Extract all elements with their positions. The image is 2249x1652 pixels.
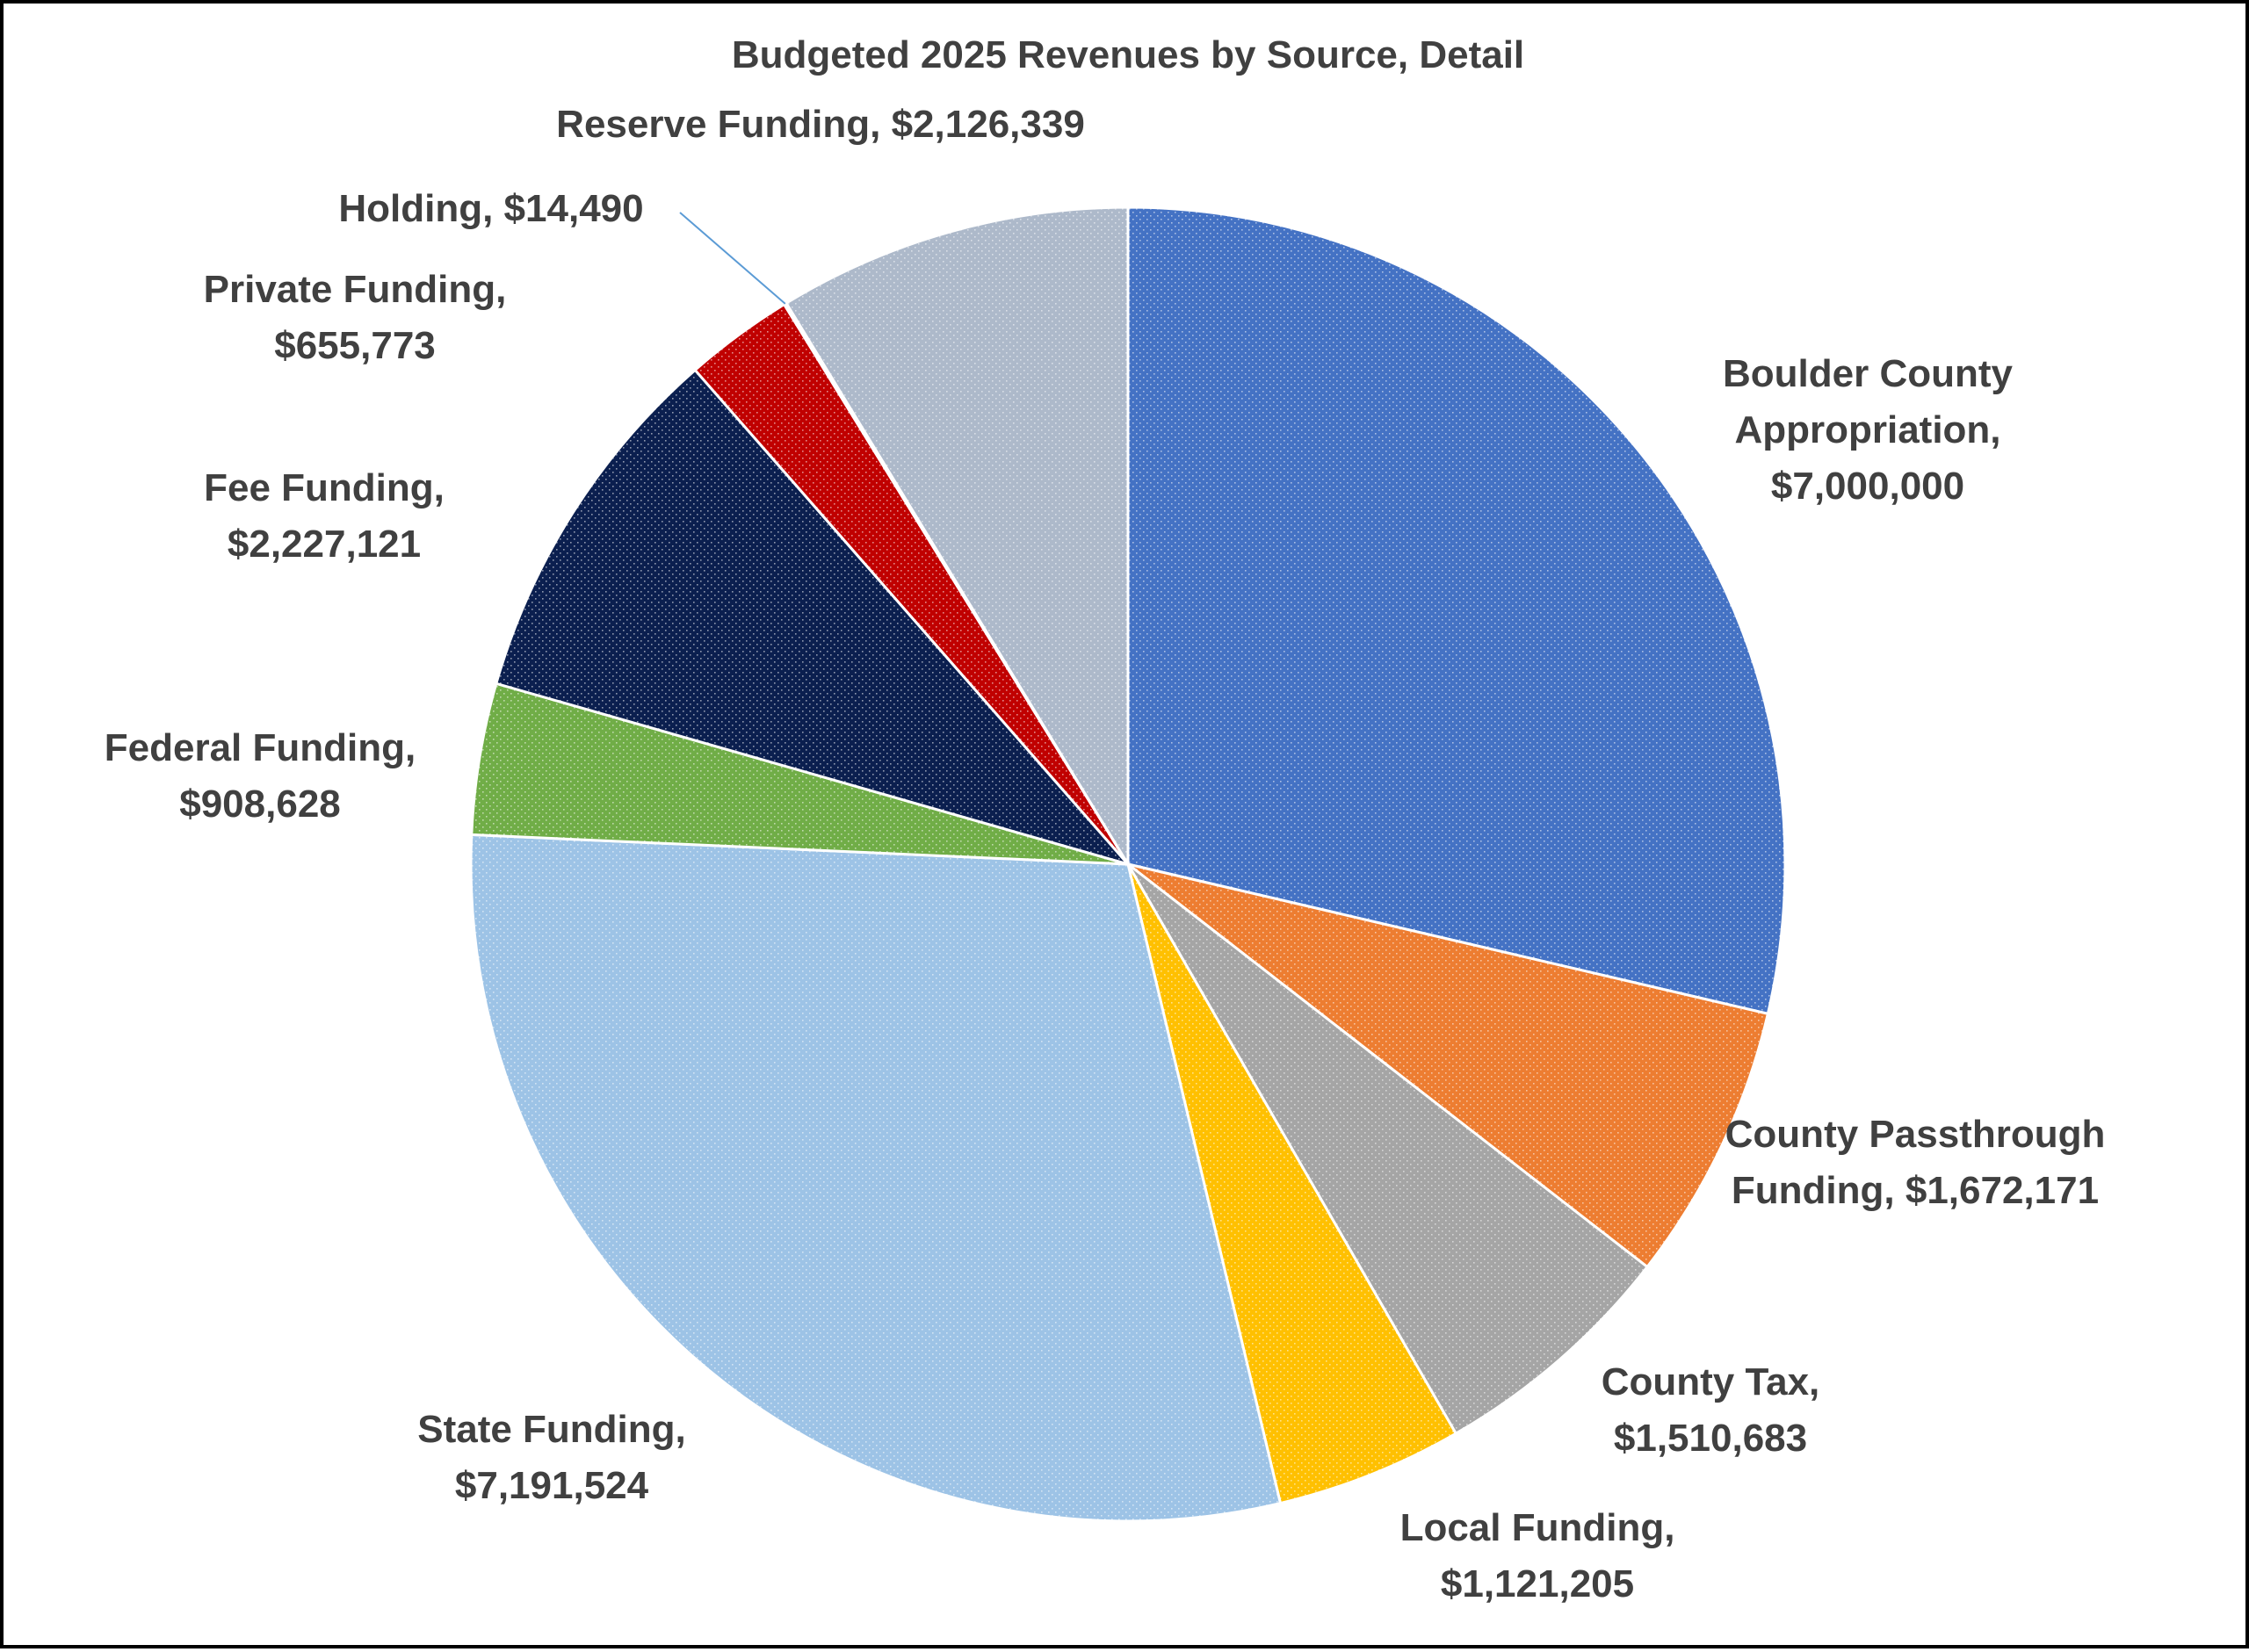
pie-slice-county-tax: [1126, 862, 1650, 1436]
data-label-county-passthrough-funding: County Passthrough Funding, $1,672,171: [1725, 1113, 2106, 1212]
data-label-line: $1,121,205: [1441, 1562, 1634, 1605]
data-label-fee-funding: Fee Funding, $2,227,121: [204, 466, 445, 566]
chart-title: Budgeted 2025 Revenues by Source, Detail: [732, 33, 1524, 76]
pie-slice-local-funding: [1126, 863, 1458, 1505]
data-label-boulder-county-appropriation: Boulder County Appropriation, $7,000,000: [1723, 352, 2014, 508]
pie-slices: [469, 206, 1787, 1523]
data-label-line: $7,191,524: [455, 1464, 649, 1507]
data-label-line: County Tax,: [1602, 1360, 1820, 1403]
data-label-county-tax: County Tax, $1,510,683: [1602, 1360, 1820, 1460]
data-label-line: State Funding,: [417, 1408, 686, 1451]
pie-slice-state-funding: [469, 833, 1283, 1523]
pie-slice-fee-funding: [494, 368, 1132, 867]
data-label-line: Reserve Funding, $2,126,339: [556, 103, 1085, 146]
data-label-line: $1,510,683: [1614, 1417, 1807, 1460]
slice-labels: Boulder County Appropriation, $7,000,000 Co…: [105, 103, 2106, 1605]
data-label-line: Local Funding,: [1400, 1506, 1675, 1549]
pie-slice-reserve-funding: [784, 206, 1130, 869]
data-label-reserve-funding: Reserve Funding, $2,126,339: [556, 103, 1085, 146]
data-label-line: Holding, $14,490: [338, 187, 643, 230]
data-label-line: $655,773: [274, 324, 436, 367]
data-label-holding: Holding, $14,490: [338, 187, 643, 230]
data-label-line: $2,227,121: [228, 523, 421, 566]
data-label-line: Appropriation,: [1734, 408, 2000, 451]
data-label-line: Boulder County: [1723, 352, 2014, 395]
data-label-line: $7,000,000: [1771, 465, 1964, 508]
pie-chart: Budgeted 2025 Revenues by Source, Detail…: [105, 33, 2106, 1605]
leader-lines: [679, 212, 786, 305]
data-label-federal-funding: Federal Funding, $908,628: [105, 726, 416, 826]
data-label-line: Private Funding,: [204, 268, 507, 311]
data-label-state-funding: State Funding, $7,191,524: [417, 1408, 686, 1507]
data-label-line: Fee Funding,: [204, 466, 445, 509]
data-label-line: County Passthrough: [1725, 1113, 2106, 1156]
data-label-line: Funding, $1,672,171: [1732, 1169, 2099, 1212]
pie-slice-county-passthrough-funding: [1127, 862, 1770, 1269]
pie-slice-boulder-county-appropriation: [1126, 206, 1787, 1016]
data-label-line: Federal Funding,: [105, 726, 416, 769]
data-label-private-funding: Private Funding, $655,773: [204, 268, 507, 367]
data-label-line: $908,628: [179, 783, 341, 826]
data-label-local-funding: Local Funding, $1,121,205: [1400, 1506, 1675, 1605]
leader-line-holding: [679, 212, 786, 305]
